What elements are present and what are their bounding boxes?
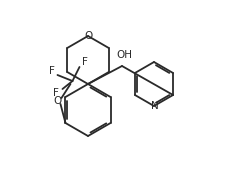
Text: F: F bbox=[53, 88, 59, 98]
Text: O: O bbox=[84, 31, 92, 41]
Text: O: O bbox=[53, 96, 62, 106]
Text: F: F bbox=[49, 66, 55, 76]
Text: OH: OH bbox=[116, 50, 132, 60]
Text: F: F bbox=[82, 57, 87, 67]
Text: N: N bbox=[151, 101, 159, 111]
